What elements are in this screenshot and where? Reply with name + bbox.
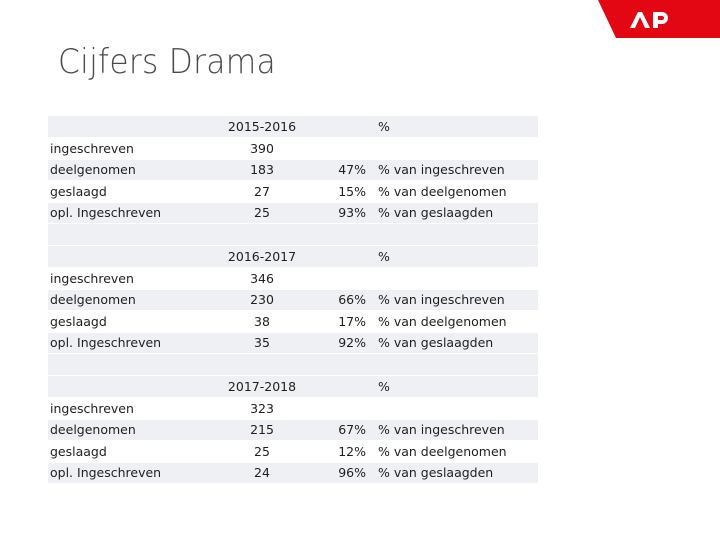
year-header-row: 2016-2017% — [48, 246, 538, 268]
row-percent: 67% — [338, 422, 366, 438]
separator-row — [48, 224, 538, 246]
row-count: 38 — [254, 313, 270, 329]
row-label: opl. Ingeschreven — [50, 205, 162, 221]
row-percent-description: % van ingeschreven — [378, 162, 505, 178]
row-percent: 47% — [338, 162, 366, 178]
table-row: deelgenomen 230 66% % van ingeschreven — [48, 289, 538, 311]
year-header-row: 2017-2018% — [48, 376, 538, 398]
row-label: geslaagd — [50, 313, 107, 329]
table-row: ingeschreven 323 — [48, 398, 538, 420]
row-percent: 17% — [338, 313, 366, 329]
row-count: 25 — [254, 205, 270, 221]
row-percent-description: % van deelgenomen — [378, 313, 507, 329]
row-percent-description: % van ingeschreven — [378, 292, 505, 308]
row-label: geslaagd — [50, 183, 107, 199]
row-label: opl. Ingeschreven — [50, 335, 162, 351]
row-count: 183 — [250, 162, 274, 178]
row-count: 323 — [250, 400, 274, 416]
ap-logo-icon — [598, 0, 720, 38]
year-section: 2016-2017% ingeschreven 346 deelgenomen 230 6… — [48, 224, 538, 354]
row-percent: 66% — [338, 292, 366, 308]
percent-header: % — [378, 249, 390, 264]
table-row: geslaagd 38 17% % van deelgenomen — [48, 311, 538, 333]
table-row: opl. Ingeschreven 25 93% % van geslaagden — [48, 202, 538, 224]
table-row: geslaagd 27 15% % van deelgenomen — [48, 181, 538, 203]
row-count: 346 — [250, 270, 274, 286]
table-row: geslaagd 25 12% % van deelgenomen — [48, 441, 538, 463]
row-percent — [320, 268, 366, 289]
row-percent-description: % van ingeschreven — [378, 422, 505, 438]
row-label: deelgenomen — [50, 292, 136, 308]
row-count: 35 — [254, 335, 270, 351]
year-label: 2015-2016 — [227, 119, 297, 134]
row-count: 25 — [254, 443, 270, 459]
row-count: 27 — [254, 183, 270, 199]
row-percent-description: % van deelgenomen — [378, 443, 507, 459]
table-row: deelgenomen 215 67% % van ingeschreven — [48, 419, 538, 441]
page-title: Cijfers Drama — [58, 42, 276, 82]
row-label: ingeschreven — [50, 400, 134, 416]
row-label: ingeschreven — [50, 270, 134, 286]
table-row: opl. Ingeschreven 35 92% % van geslaagden — [48, 332, 538, 354]
table-row: ingeschreven 346 — [48, 268, 538, 290]
row-count: 230 — [250, 292, 274, 308]
row-label: deelgenomen — [50, 422, 136, 438]
row-percent: 96% — [338, 465, 366, 481]
year-section: 2017-2018% ingeschreven 323 deelgenomen 215 6… — [48, 354, 538, 484]
row-label: ingeschreven — [50, 140, 134, 156]
row-percent-description: % van geslaagden — [378, 465, 494, 481]
percent-header: % — [378, 119, 390, 134]
year-section: 2015-2016% ingeschreven 390 deelgenomen 183 4… — [48, 116, 538, 224]
row-percent — [320, 398, 366, 419]
ap-logo — [598, 0, 720, 38]
year-header-row: 2015-2016% — [48, 116, 538, 138]
percent-header: % — [378, 379, 390, 394]
row-percent: 15% — [338, 183, 366, 199]
row-count: 24 — [254, 465, 270, 481]
row-count: 390 — [250, 140, 274, 156]
table-row: opl. Ingeschreven 24 96% % van geslaagden — [48, 462, 538, 484]
table-row: ingeschreven 390 — [48, 138, 538, 160]
row-percent: 92% — [338, 335, 366, 351]
row-label: geslaagd — [50, 443, 107, 459]
row-percent-description: % van deelgenomen — [378, 183, 507, 199]
statistics-table: 2015-2016% ingeschreven 390 deelgenomen 183 4… — [48, 116, 538, 484]
year-label: 2017-2018 — [227, 379, 297, 394]
separator-row — [48, 354, 538, 376]
row-percent-description: % van geslaagden — [378, 335, 494, 351]
row-percent-description: % van geslaagden — [378, 205, 494, 221]
row-percent: 12% — [338, 443, 366, 459]
table-row: deelgenomen 183 47% % van ingeschreven — [48, 159, 538, 181]
row-label: deelgenomen — [50, 162, 136, 178]
row-count: 215 — [250, 422, 274, 438]
row-percent: 93% — [338, 205, 366, 221]
row-label: opl. Ingeschreven — [50, 465, 162, 481]
row-percent — [320, 138, 366, 159]
year-label: 2016-2017 — [227, 249, 297, 264]
